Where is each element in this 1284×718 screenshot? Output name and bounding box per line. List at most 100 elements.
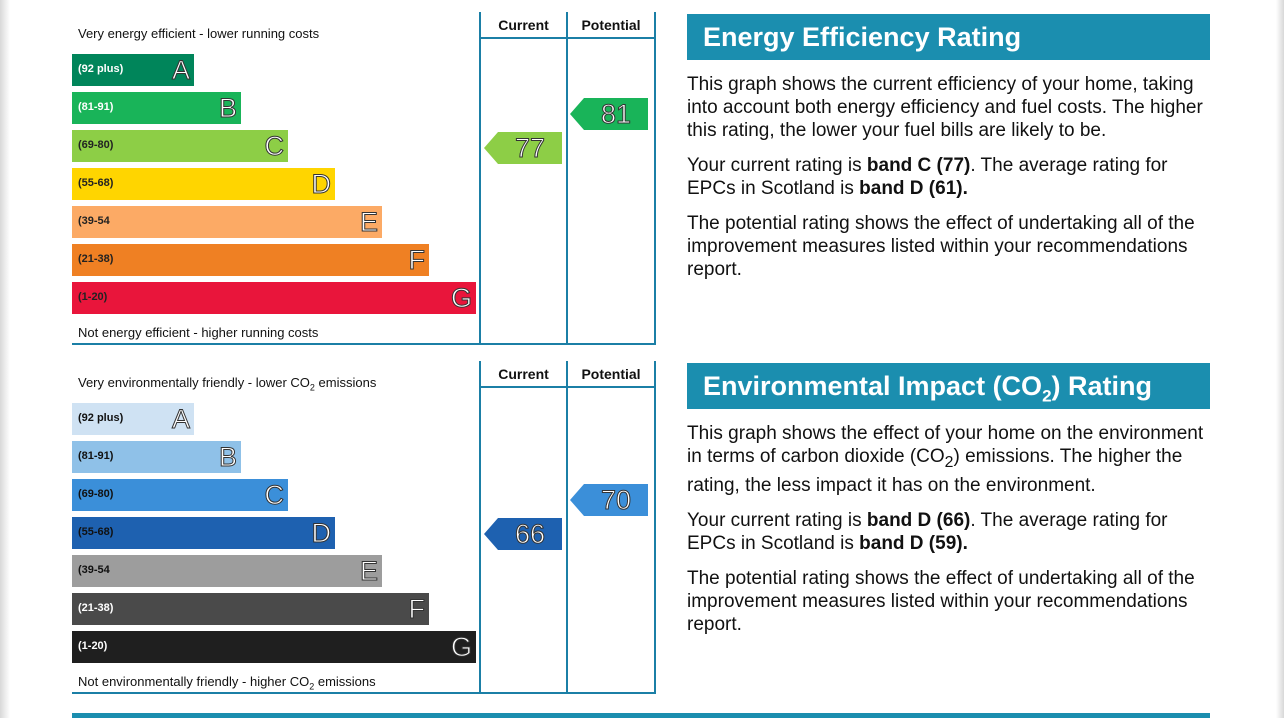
band-e: (39-54 E [72, 555, 382, 587]
band-letter: A [171, 55, 190, 86]
caption-bottom-tail: emissions [314, 674, 376, 689]
band-letter: C [264, 480, 284, 511]
page-edge-right [1276, 0, 1284, 718]
current-band-label: band C (77) [866, 155, 971, 176]
band-range-label: (69-80) [78, 488, 114, 500]
band-letter: E [359, 556, 378, 587]
band-range-label: (55-68) [78, 526, 114, 538]
potential-rating-arrow: 81 [570, 98, 648, 130]
column-divider [566, 361, 568, 694]
title-subscript: 2 [1042, 386, 1052, 406]
potential-column-header: Potential [581, 17, 641, 33]
description-text: This graph shows the effect of your home… [687, 423, 1204, 467]
rating-text-middle: . The average rating for EPCs in Scotlan… [687, 155, 1168, 199]
potential-arrow-shape [570, 484, 648, 516]
current-rating-arrow: 66 [484, 518, 562, 550]
band-c: (69-80) C [72, 130, 288, 162]
energy-efficiency-graph: Current Potential Very energy efficient … [72, 12, 656, 345]
caption-top-text: Very environmentally friendly - lower CO [78, 375, 310, 390]
chart-caption-bottom: Not energy efficient - higher running co… [78, 325, 319, 340]
chart-bottom-border [72, 692, 656, 694]
band-a: (92 plus) A [72, 54, 194, 86]
band-a: (92 plus) A [72, 403, 194, 435]
band-letter: F [408, 245, 425, 276]
current-rating-value: 77 [514, 133, 546, 164]
current-arrow-shape [484, 132, 562, 164]
average-band-label: band D (59). [859, 532, 968, 554]
chart-bottom-border [72, 343, 656, 345]
bottom-divider [72, 713, 1210, 718]
caption-bottom-subscript: 2 [309, 681, 315, 692]
title-tail: ) Rating [1051, 371, 1153, 401]
environmental-impact-graph: Current Potential Very environmentally f… [72, 361, 656, 694]
potential-column-right-border [654, 12, 656, 345]
title-text: Environmental Impact (CO [703, 371, 1043, 401]
potential-rating-value: 70 [600, 485, 632, 516]
chart-caption-top: Very environmentally friendly - lower CO… [78, 375, 376, 393]
band-letter: A [171, 404, 190, 435]
environmental-impact-description: This graph shows the effect of your home… [687, 422, 1210, 497]
band-range-label: (1-20) [78, 291, 108, 303]
band-range-label: (55-68) [78, 177, 114, 189]
potential-column-right-border [654, 361, 656, 694]
column-header-divider [479, 37, 656, 39]
energy-efficiency-description: This graph shows the current efficiency … [687, 74, 1203, 141]
band-b: (81-91) B [72, 441, 241, 473]
energy-efficiency-info: Energy Efficiency Rating This graph show… [687, 14, 1210, 281]
band-range-label: (81-91) [78, 101, 114, 113]
chart-caption-bottom: Not environmentally friendly - higher CO… [78, 674, 376, 692]
potential-rating-arrow: 70 [570, 484, 648, 516]
caption-top-subscript: 2 [309, 382, 315, 393]
band-letter: G [450, 283, 472, 314]
current-column-header: Current [498, 366, 549, 382]
energy-efficiency-title: Energy Efficiency Rating [687, 14, 1210, 60]
rating-text-middle: . The average rating for EPCs in Scotlan… [687, 509, 1168, 554]
rating-text-lead: Your current rating is [687, 155, 867, 176]
rating-text-lead: Your current rating is [687, 509, 867, 531]
potential-column-header: Potential [581, 366, 641, 382]
energy-efficiency-current-rating-text: Your current rating is band C (77). The … [687, 154, 1210, 200]
potential-rating-value: 81 [600, 99, 632, 130]
band-f: (21-38) F [72, 244, 429, 276]
band-letter: D [311, 518, 331, 549]
environmental-impact-title: Environmental Impact (CO2) Rating [687, 363, 1210, 409]
band-c: (69-80) C [72, 479, 288, 511]
description-subscript: 2 [944, 453, 954, 471]
description-tail: ) emissions. The higher the rating, the … [687, 446, 1183, 496]
band-range-label: (92 plus) [78, 412, 124, 424]
average-band-label: band D (61). [859, 178, 968, 199]
current-band-label: band D (66) [866, 509, 971, 531]
band-letter: E [359, 207, 378, 238]
band-range-label: (92 plus) [78, 63, 124, 75]
current-column-header: Current [498, 17, 549, 33]
environmental-impact-info: Environmental Impact (CO2) Rating This g… [687, 363, 1210, 636]
band-letter: G [450, 632, 472, 663]
band-range-label: (21-38) [78, 253, 114, 265]
band-range-label: (39-54 [78, 215, 110, 227]
band-range-label: (39-54 [78, 564, 110, 576]
column-divider [566, 12, 568, 345]
band-range-label: (69-80) [78, 139, 114, 151]
band-b: (81-91) B [72, 92, 241, 124]
band-d: (55-68) D [72, 168, 335, 200]
band-d: (55-68) D [72, 517, 335, 549]
current-rating-value: 66 [514, 519, 546, 550]
band-e: (39-54 E [72, 206, 382, 238]
band-letter: F [408, 594, 425, 625]
caption-bottom-text: Not environmentally friendly - higher CO [78, 674, 310, 689]
band-f: (21-38) F [72, 593, 429, 625]
band-range-label: (21-38) [78, 602, 114, 614]
page-edge-left [0, 0, 10, 718]
band-range-label: (81-91) [78, 450, 114, 462]
environmental-impact-current-rating-text: Your current rating is band D (66). The … [687, 509, 1210, 555]
band-g: (1-20) G [72, 631, 476, 663]
current-column-left-border [479, 12, 481, 345]
band-range-label: (1-20) [78, 640, 108, 652]
band-letter: D [311, 169, 331, 200]
chart-caption-top: Very energy efficient - lower running co… [78, 26, 320, 41]
band-letter: B [218, 442, 237, 473]
caption-top-tail: emissions [314, 375, 377, 390]
band-letter: B [218, 93, 237, 124]
environmental-impact-potential-text: The potential rating shows the effect of… [687, 567, 1195, 635]
energy-efficiency-potential-text: The potential rating shows the effect of… [687, 213, 1195, 280]
